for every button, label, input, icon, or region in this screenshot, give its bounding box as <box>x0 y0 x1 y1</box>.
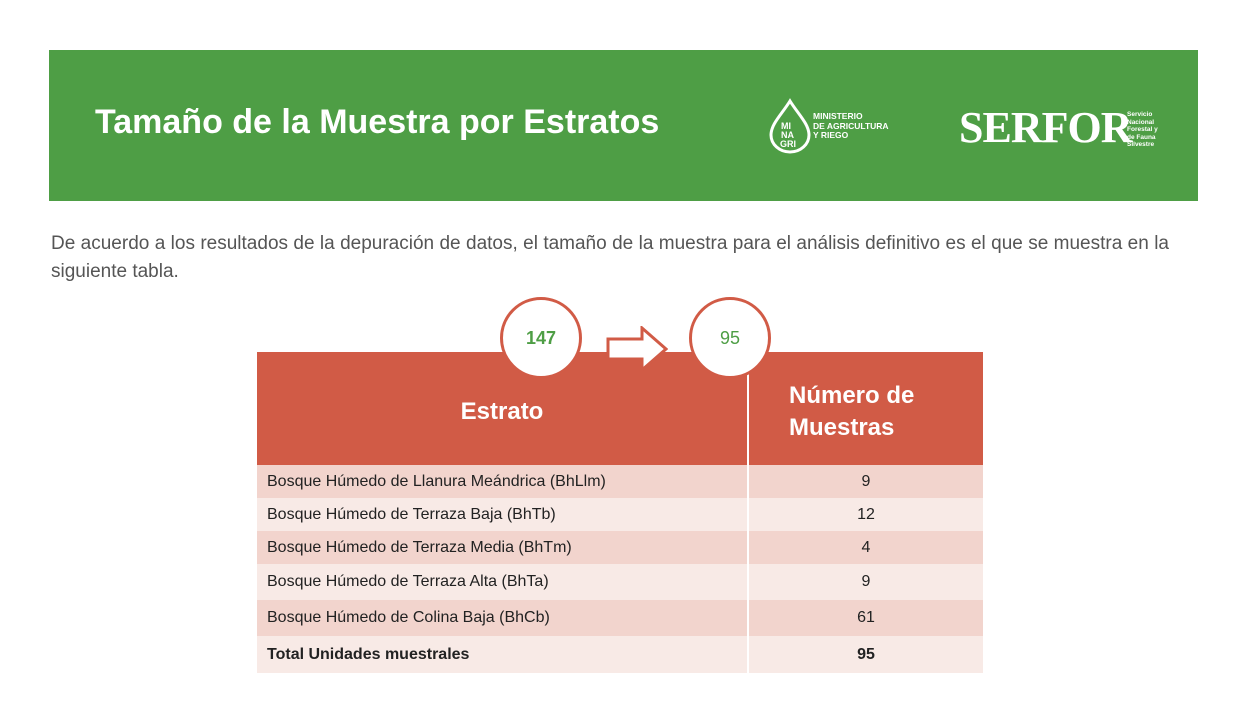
row-value: 12 <box>747 498 983 531</box>
serfor-wordmark: SERFOR <box>959 103 1132 152</box>
minagri-text-line-2: DE AGRICULTURA <box>813 120 889 131</box>
table-row: Bosque Húmedo de Terraza Media (BhTm) 4 <box>257 531 983 564</box>
serfor-subtext-line-1: Servicio <box>1127 111 1153 118</box>
minagri-logo-text: MINISTERIO DE AGRICULTURA Y RIEGO <box>813 111 889 141</box>
sample-size-table: Estrato Número de Muestras Bosque Húmedo… <box>257 352 983 673</box>
serfor-logo: SERFOR Servicio Nacional Forestal y de F… <box>959 102 1169 152</box>
row-estrato: Bosque Húmedo de Llanura Meándrica (BhLl… <box>257 465 748 498</box>
minagri-drop-icon: MI NA GRI <box>769 98 811 154</box>
row-value: 4 <box>747 531 983 564</box>
row-estrato: Bosque Húmedo de Terraza Baja (BhTb) <box>257 498 748 531</box>
serfor-subtext-line-5: Silvestre <box>1127 141 1155 148</box>
table-total-row: Total Unidades muestrales 95 <box>257 636 983 673</box>
serfor-subtext-line-3: Forestal y <box>1127 126 1158 133</box>
row-estrato: Bosque Húmedo de Terraza Media (BhTm) <box>257 531 748 564</box>
table-row: Bosque Húmedo de Terraza Baja (BhTb) 12 <box>257 498 983 531</box>
row-estrato: Bosque Húmedo de Terraza Alta (BhTa) <box>257 564 748 600</box>
serfor-subtext-line-4: de Fauna <box>1127 133 1156 141</box>
table-row: Bosque Húmedo de Llanura Meándrica (BhLl… <box>257 465 983 498</box>
minagri-logo: MI NA GRI MINISTERIO DE AGRICULTURA Y RI… <box>767 98 947 154</box>
minagri-text-line-3: Y RIEGO <box>813 130 849 140</box>
minagri-mark-2: NA <box>781 130 794 140</box>
total-label: Total Unidades muestrales <box>257 636 748 673</box>
callout-final-95: 95 <box>689 297 771 379</box>
intro-paragraph: De acuerdo a los resultados de la depura… <box>51 233 1169 282</box>
header-estrato: Estrato <box>257 352 748 465</box>
page-title: Tamaño de la Muestra por Estratos <box>95 103 660 141</box>
minagri-mark-1: MI <box>781 121 791 131</box>
table-row: Bosque Húmedo de Terraza Alta (BhTa) 9 <box>257 564 983 600</box>
table-header-row: Estrato Número de Muestras <box>257 352 983 465</box>
header-banner: Tamaño de la Muestra por Estratos MI NA … <box>49 50 1198 201</box>
header-numero-muestras: Número de Muestras <box>747 352 983 465</box>
row-value: 61 <box>747 600 983 636</box>
total-value: 95 <box>747 636 983 673</box>
right-arrow-icon <box>606 326 668 372</box>
table-row: Bosque Húmedo de Colina Baja (BhCb) 61 <box>257 600 983 636</box>
callout-initial-147: 147 <box>500 297 582 379</box>
minagri-mark-3: GRI <box>780 139 796 149</box>
serfor-subtext-line-2: Nacional <box>1127 118 1155 126</box>
row-value: 9 <box>747 564 983 600</box>
row-estrato: Bosque Húmedo de Colina Baja (BhCb) <box>257 600 748 636</box>
row-value: 9 <box>747 465 983 498</box>
minagri-text-line-1: MINISTERIO <box>813 111 863 121</box>
serfor-subtext: Servicio Nacional Forestal y de Fauna Si… <box>1127 111 1158 149</box>
